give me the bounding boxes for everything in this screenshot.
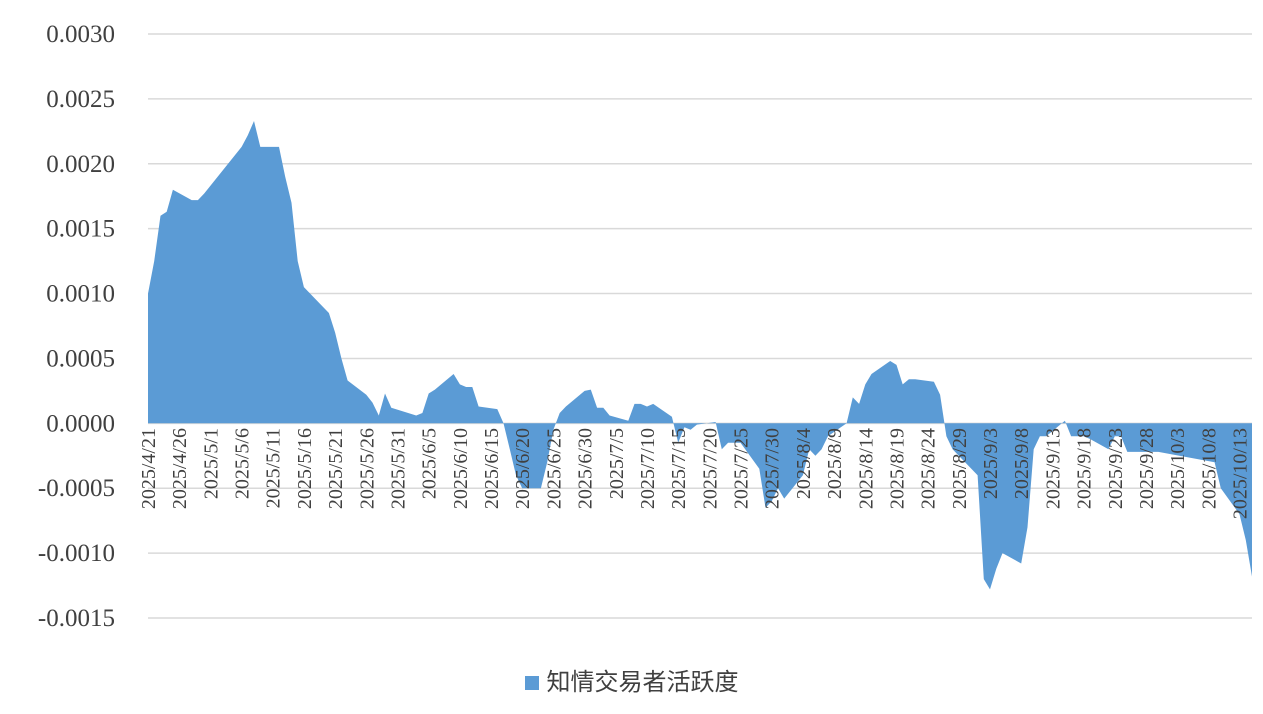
x-tick-label: 2025/9/3 <box>980 428 1002 499</box>
x-tick-label: 2025/5/26 <box>356 428 378 509</box>
x-tick-label: 2025/6/25 <box>543 428 565 509</box>
y-tick-label: 0.0005 <box>46 345 115 372</box>
x-tick-label: 2025/10/13 <box>1230 428 1252 519</box>
x-tick-label: 2025/9/28 <box>1136 428 1158 509</box>
x-tick-label: 2025/6/5 <box>419 428 441 499</box>
x-tick-label: 2025/7/5 <box>606 428 628 499</box>
x-tick-label: 2025/5/1 <box>200 428 222 499</box>
x-tick-label: 2025/7/25 <box>731 428 753 509</box>
x-tick-label: 2025/8/19 <box>886 428 908 509</box>
y-tick-label: 0.0020 <box>46 151 115 178</box>
x-tick-label: 2025/4/26 <box>169 428 191 509</box>
x-tick-label: 2025/7/15 <box>668 428 690 509</box>
y-tick-label: 0.0025 <box>46 86 115 113</box>
x-tick-label: 2025/5/6 <box>232 428 254 499</box>
x-tick-label: 2025/6/10 <box>450 428 472 509</box>
y-tick-label: 0.0010 <box>46 281 115 308</box>
x-tick-label: 2025/9/23 <box>1105 428 1127 509</box>
x-tick-label: 2025/4/21 <box>138 428 160 509</box>
x-tick-label: 2025/6/20 <box>512 428 534 509</box>
x-tick-label: 2025/9/13 <box>1042 428 1064 509</box>
y-tick-label: -0.0015 <box>38 605 115 632</box>
x-tick-label: 2025/8/29 <box>949 428 971 509</box>
x-tick-label: 2025/5/16 <box>294 428 316 509</box>
y-tick-label: 0.0000 <box>46 410 115 437</box>
y-tick-label: 0.0030 <box>46 21 115 48</box>
x-tick-label: 2025/9/8 <box>1011 428 1033 499</box>
y-tick-label: 0.0015 <box>46 216 115 243</box>
x-tick-label: 2025/5/31 <box>387 428 409 509</box>
x-tick-label: 2025/7/10 <box>637 428 659 509</box>
x-tick-label: 2025/6/15 <box>481 428 503 509</box>
x-tick-label: 2025/6/30 <box>575 428 597 509</box>
x-tick-label: 2025/8/14 <box>855 428 877 509</box>
y-tick-label: -0.0005 <box>38 475 115 502</box>
x-tick-label: 2025/10/8 <box>1198 428 1220 509</box>
x-tick-label: 2025/10/3 <box>1167 428 1189 509</box>
legend-label: 知情交易者活跃度 <box>546 668 739 696</box>
x-tick-label: 2025/7/20 <box>699 428 721 509</box>
x-tick-label: 2025/5/11 <box>263 428 285 508</box>
x-tick-label: 2025/9/18 <box>1074 428 1096 509</box>
x-tick-label: 2025/8/4 <box>793 428 815 499</box>
legend: 知情交易者活跃度 <box>0 662 1263 697</box>
y-tick-label: -0.0010 <box>38 540 115 567</box>
x-tick-label: 2025/8/24 <box>918 428 940 509</box>
area-series <box>148 121 1252 590</box>
x-tick-label: 2025/7/30 <box>762 428 784 509</box>
x-tick-label: 2025/5/21 <box>325 428 347 509</box>
legend-swatch <box>524 676 539 690</box>
x-tick-label: 2025/8/9 <box>824 428 846 499</box>
